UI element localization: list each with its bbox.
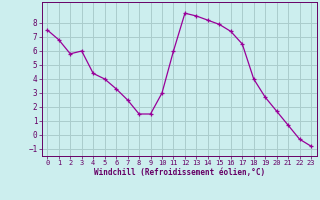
X-axis label: Windchill (Refroidissement éolien,°C): Windchill (Refroidissement éolien,°C)	[94, 168, 265, 177]
